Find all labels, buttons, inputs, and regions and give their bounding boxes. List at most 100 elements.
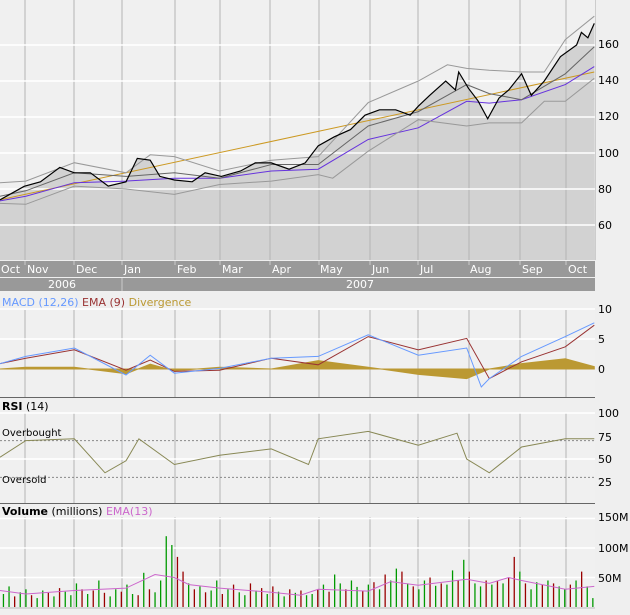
volume-bar: [334, 574, 336, 607]
volume-bar: [356, 586, 358, 607]
volume-bar: [294, 592, 296, 607]
volume-bar: [508, 577, 510, 607]
macd-legend: MACD (12,26) EMA (9) Divergence: [2, 296, 191, 309]
volume-bar: [367, 584, 369, 607]
volume-bar: [345, 589, 347, 607]
volume-bar: [519, 571, 521, 607]
volume-bar: [277, 591, 280, 607]
volume-bar: [261, 588, 263, 607]
volume-bar: [350, 580, 353, 607]
macd-legend-macd: MACD (12,26): [2, 296, 79, 309]
volume-bar: [272, 586, 274, 607]
oversold-label: Oversold: [2, 475, 47, 486]
macd-panel-background: [0, 310, 595, 397]
price-tick-100: 100: [598, 147, 619, 160]
volume-bar: [199, 586, 201, 607]
volume-bar: [390, 580, 392, 607]
volume-bar: [496, 580, 499, 607]
volume-bar: [474, 583, 476, 607]
volume-bar: [581, 571, 583, 607]
price-tick-140: 140: [598, 74, 619, 87]
price-line-bollinger_upper: [0, 15, 595, 184]
month-label: Jul: [420, 263, 434, 276]
volume-bar: [479, 586, 482, 607]
volume-bar: [373, 582, 375, 607]
volume-bar: [109, 596, 111, 607]
volume-bar: [541, 584, 543, 607]
volume-bar: [407, 583, 409, 607]
month-label: Aug: [470, 263, 492, 276]
price-line-ema: [0, 66, 595, 202]
month-label: May: [320, 263, 343, 276]
volume-bar: [165, 536, 167, 607]
volume-bar: [491, 584, 493, 607]
volume-bar: [457, 580, 459, 607]
volume-bar: [283, 596, 285, 607]
month-label: Oct: [568, 263, 588, 276]
price-line-close: [0, 23, 595, 201]
volume-bar: [8, 586, 10, 607]
volume-bar: [19, 592, 21, 608]
rsi-legend-title: RSI: [2, 400, 23, 413]
volume-bar: [317, 589, 319, 607]
volume-bar: [148, 589, 151, 607]
volume-bar: [70, 595, 72, 607]
volume-bar: [143, 572, 145, 607]
volume-bar: [238, 592, 240, 608]
month-label: Apr: [272, 263, 292, 276]
rsi-line: [0, 430, 595, 474]
month-label: Feb: [177, 263, 197, 276]
volume-ema-line: [0, 573, 595, 596]
price-line-bollinger_lower: [0, 77, 595, 205]
volume-bar: [244, 595, 246, 607]
volume-bar: [547, 580, 549, 607]
volume-bar: [362, 590, 364, 607]
volume-bar: [468, 571, 470, 607]
month-label: Dec: [76, 263, 98, 276]
volume-tick-100m: 100M: [598, 542, 629, 555]
volume-bar: [536, 582, 538, 607]
rsi-tick-75: 75: [598, 431, 612, 444]
volume-bar: [289, 589, 291, 607]
volume-bar: [103, 592, 106, 607]
volume-bar: [98, 580, 100, 607]
year-label: 2007: [346, 278, 374, 291]
volume-bar: [25, 589, 27, 607]
volume-bar: [463, 559, 465, 607]
month-label: Mar: [222, 263, 243, 276]
volume-bar: [429, 577, 431, 607]
volume-bar: [440, 583, 442, 607]
volume-tick-50m: 50M: [598, 572, 622, 585]
volume-bar: [328, 591, 330, 607]
year-label: 2006: [48, 278, 76, 291]
volume-tick-150m: 150M: [598, 511, 629, 524]
macd-tick-0: 0: [598, 363, 605, 376]
volume-bar: [502, 583, 504, 607]
volume-bar: [558, 586, 560, 607]
macd-divergence-area: [0, 358, 595, 380]
price-line-trendline: [0, 71, 595, 201]
month-label: Nov: [27, 263, 49, 276]
volume-bar: [137, 595, 139, 607]
volume-bar: [249, 583, 252, 607]
month-band: [0, 261, 595, 277]
rsi-legend: RSI (14): [2, 400, 49, 413]
month-label: Oct: [1, 263, 21, 276]
price-tick-80: 80: [598, 183, 612, 196]
volume-bar: [305, 595, 308, 607]
volume-bar: [564, 589, 566, 607]
volume-bar: [311, 594, 313, 607]
year-band: [0, 278, 595, 291]
volume-legend-units: (millions): [51, 505, 103, 518]
month-label: Sep: [522, 263, 543, 276]
volume-bar: [14, 596, 16, 607]
volume-bar: [423, 580, 426, 607]
volume-bar: [131, 594, 134, 607]
volume-bar: [81, 589, 83, 607]
volume-bar: [115, 589, 117, 607]
volume-bar: [569, 584, 571, 607]
volume-bar: [401, 571, 403, 607]
volume-bar: [64, 591, 66, 607]
volume-bar: [552, 583, 555, 607]
volume-bar: [395, 568, 397, 607]
